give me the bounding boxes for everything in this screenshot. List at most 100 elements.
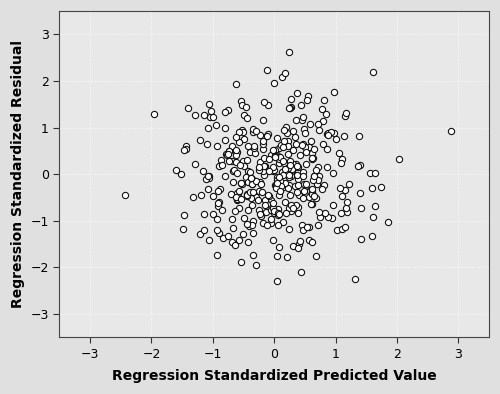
Point [315, 126, 323, 133]
Point [271, 152, 279, 158]
Point [214, 200, 222, 206]
Point [310, 177, 318, 183]
Point [265, 193, 273, 199]
Point [289, 242, 297, 249]
Point [263, 132, 271, 139]
Point [230, 208, 238, 214]
Point [308, 150, 316, 156]
Point [205, 173, 213, 180]
Point [288, 166, 296, 172]
Point [312, 194, 320, 201]
Point [286, 173, 294, 179]
Point [248, 181, 256, 188]
Point [233, 197, 241, 203]
Point [342, 187, 349, 193]
Point [221, 108, 229, 115]
Point [248, 230, 256, 236]
Point [319, 141, 327, 147]
Point [237, 196, 245, 202]
Point [298, 117, 306, 123]
Point [292, 183, 300, 190]
Point [232, 147, 240, 153]
Point [256, 178, 264, 185]
Point [250, 189, 258, 195]
Point [255, 167, 263, 173]
Point [272, 154, 280, 160]
Point [293, 89, 301, 96]
Point [273, 174, 281, 180]
Point [256, 211, 264, 217]
Point [260, 141, 268, 147]
Point [308, 191, 316, 197]
Point [312, 166, 320, 173]
Point [358, 204, 366, 211]
X-axis label: Regression Standardized Predicted Value: Regression Standardized Predicted Value [112, 369, 436, 383]
Point [369, 214, 377, 220]
Point [293, 163, 301, 169]
Point [310, 146, 318, 152]
Point [269, 164, 277, 171]
Point [260, 168, 268, 175]
Point [213, 143, 221, 149]
Point [304, 93, 312, 100]
Point [272, 182, 280, 188]
Point [274, 134, 281, 141]
Point [280, 160, 288, 166]
Point [265, 156, 273, 162]
Point [284, 143, 292, 149]
Point [245, 223, 253, 229]
Point [248, 202, 256, 208]
Point [242, 173, 250, 180]
Point [228, 216, 236, 222]
Point [294, 169, 302, 175]
Point [286, 205, 294, 212]
Point [217, 156, 225, 163]
Point [352, 276, 360, 282]
Point [224, 233, 232, 240]
Point [282, 161, 290, 167]
Point [342, 205, 350, 211]
Point [270, 210, 278, 216]
Point [302, 143, 310, 150]
Point [324, 214, 332, 220]
Point [308, 189, 316, 195]
Point [244, 168, 252, 174]
Point [257, 181, 265, 187]
Point [300, 130, 308, 136]
Point [236, 205, 244, 211]
Point [292, 117, 300, 124]
Point [346, 180, 354, 187]
Point [232, 151, 240, 158]
Point [260, 163, 268, 169]
Point [270, 146, 278, 152]
Point [448, 128, 456, 134]
Point [206, 114, 214, 120]
Point [324, 146, 332, 152]
Point [298, 141, 306, 148]
Point [252, 128, 260, 134]
Point [239, 158, 247, 164]
Point [356, 190, 364, 196]
Point [214, 203, 222, 209]
Point [258, 219, 266, 226]
Point [200, 227, 208, 233]
Point [213, 216, 221, 222]
Point [287, 104, 295, 110]
Point [282, 210, 290, 216]
Point [298, 222, 306, 228]
Point [192, 160, 200, 167]
Point [271, 153, 279, 159]
Point [232, 196, 240, 202]
Point [336, 185, 344, 191]
Point [228, 238, 236, 245]
Point [273, 278, 281, 284]
Point [284, 169, 292, 175]
Point [218, 162, 226, 168]
Point [322, 110, 330, 117]
Point [247, 175, 255, 181]
Point [330, 89, 338, 95]
Point [276, 153, 284, 160]
Point [228, 142, 235, 149]
Point [332, 136, 340, 142]
Point [216, 186, 224, 193]
